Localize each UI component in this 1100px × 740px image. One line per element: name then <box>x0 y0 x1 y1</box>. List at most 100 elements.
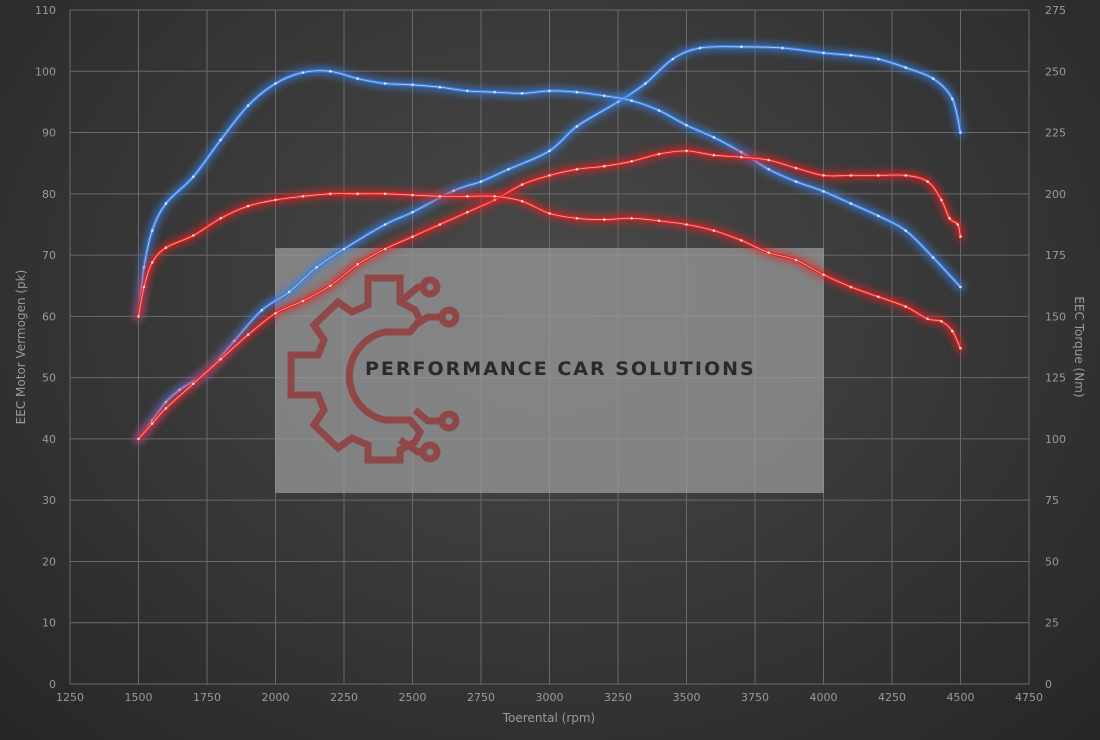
data-point <box>466 89 469 93</box>
x-tick-label: 4000 <box>810 691 838 704</box>
right-y-axis-ticks: 0 25 50 75 100 125 150 175 200 225 250 275 <box>1045 4 1066 691</box>
x-tick-label: 1500 <box>125 691 153 704</box>
data-point <box>931 256 935 259</box>
data-point <box>951 97 954 101</box>
data-point <box>137 437 140 441</box>
data-point <box>948 217 951 220</box>
data-point <box>685 123 688 127</box>
data-point <box>849 54 853 57</box>
data-point <box>926 180 929 183</box>
data-point <box>630 160 633 163</box>
data-point <box>301 71 305 74</box>
data-point <box>822 174 825 177</box>
x-tick-label: 2500 <box>399 691 427 704</box>
data-point <box>767 251 770 254</box>
data-point <box>698 46 702 50</box>
right-y-tick-label: 125 <box>1045 372 1066 385</box>
x-tick-label: 2750 <box>467 691 495 704</box>
data-point <box>274 312 277 315</box>
data-point <box>767 168 770 171</box>
data-point <box>940 320 943 323</box>
data-point <box>959 285 962 289</box>
data-point <box>926 317 929 321</box>
data-point <box>712 136 716 139</box>
data-point <box>548 174 551 177</box>
data-point <box>411 193 414 197</box>
data-point <box>383 82 387 85</box>
data-point <box>959 131 962 134</box>
data-point <box>150 229 154 232</box>
right-y-tick-label: 175 <box>1045 249 1066 262</box>
data-point <box>342 247 346 251</box>
data-point <box>260 308 264 312</box>
data-point <box>575 217 579 220</box>
data-point <box>315 266 318 269</box>
data-point <box>329 192 332 196</box>
data-point <box>781 46 784 50</box>
data-point <box>575 168 579 171</box>
data-point <box>940 198 943 202</box>
watermark: PERFORMANCE CAR SOLUTIONS <box>275 248 824 493</box>
data-point <box>822 51 825 55</box>
series-line-4 <box>133 188 966 354</box>
left-y-axis-ticks: 0 10 20 30 40 50 60 70 80 90 100 110 <box>35 4 56 691</box>
data-point <box>219 217 222 220</box>
data-point <box>685 223 688 226</box>
x-tick-label: 1750 <box>193 691 221 704</box>
data-point <box>575 90 579 94</box>
data-point <box>630 99 633 102</box>
data-point <box>548 212 551 215</box>
left-y-tick-label: 90 <box>42 127 56 140</box>
data-point <box>164 202 168 205</box>
data-point <box>904 229 907 232</box>
data-point <box>246 333 250 337</box>
data-point <box>219 138 222 142</box>
x-tick-label: 4750 <box>1015 691 1043 704</box>
data-point <box>301 299 305 303</box>
data-point <box>438 195 442 198</box>
data-point <box>931 77 935 80</box>
data-point <box>164 407 168 410</box>
data-point <box>548 149 551 153</box>
left-y-tick-label: 30 <box>42 494 56 507</box>
series-layer <box>133 41 966 444</box>
data-point <box>329 70 332 73</box>
x-tick-label: 1250 <box>56 691 84 704</box>
data-point <box>657 219 661 223</box>
data-point <box>137 315 140 318</box>
data-point <box>740 45 743 49</box>
data-point <box>192 234 195 237</box>
data-point <box>603 94 606 98</box>
data-point <box>246 104 250 107</box>
data-point <box>493 195 497 198</box>
x-axis-ticks: 1250 1500 1750 2000 2250 2500 2750 3000 3250 3500… <box>56 691 1043 704</box>
data-point <box>740 155 743 159</box>
data-point <box>822 273 825 277</box>
watermark-text: PERFORMANCE CAR SOLUTIONS <box>365 358 756 380</box>
right-y-tick-label: 250 <box>1045 65 1066 78</box>
data-point <box>411 235 414 238</box>
data-point <box>951 329 954 333</box>
x-tick-label: 4500 <box>947 691 975 704</box>
data-point <box>657 109 661 112</box>
right-y-tick-label: 225 <box>1045 127 1066 140</box>
right-y-tick-label: 75 <box>1045 494 1059 507</box>
data-point <box>356 192 360 196</box>
data-point <box>712 153 716 157</box>
data-point <box>603 218 606 221</box>
x-tick-label: 2250 <box>330 691 358 704</box>
data-point <box>794 180 798 183</box>
data-point <box>877 57 880 61</box>
data-point <box>246 204 250 208</box>
data-point <box>411 210 414 214</box>
right-y-tick-label: 200 <box>1045 188 1066 201</box>
data-point <box>383 247 387 251</box>
left-y-tick-label: 50 <box>42 372 56 385</box>
data-point <box>301 195 305 198</box>
data-point <box>849 202 853 205</box>
data-point <box>794 166 798 170</box>
data-point <box>493 90 497 94</box>
data-point <box>438 223 442 226</box>
x-tick-label: 3500 <box>673 691 701 704</box>
